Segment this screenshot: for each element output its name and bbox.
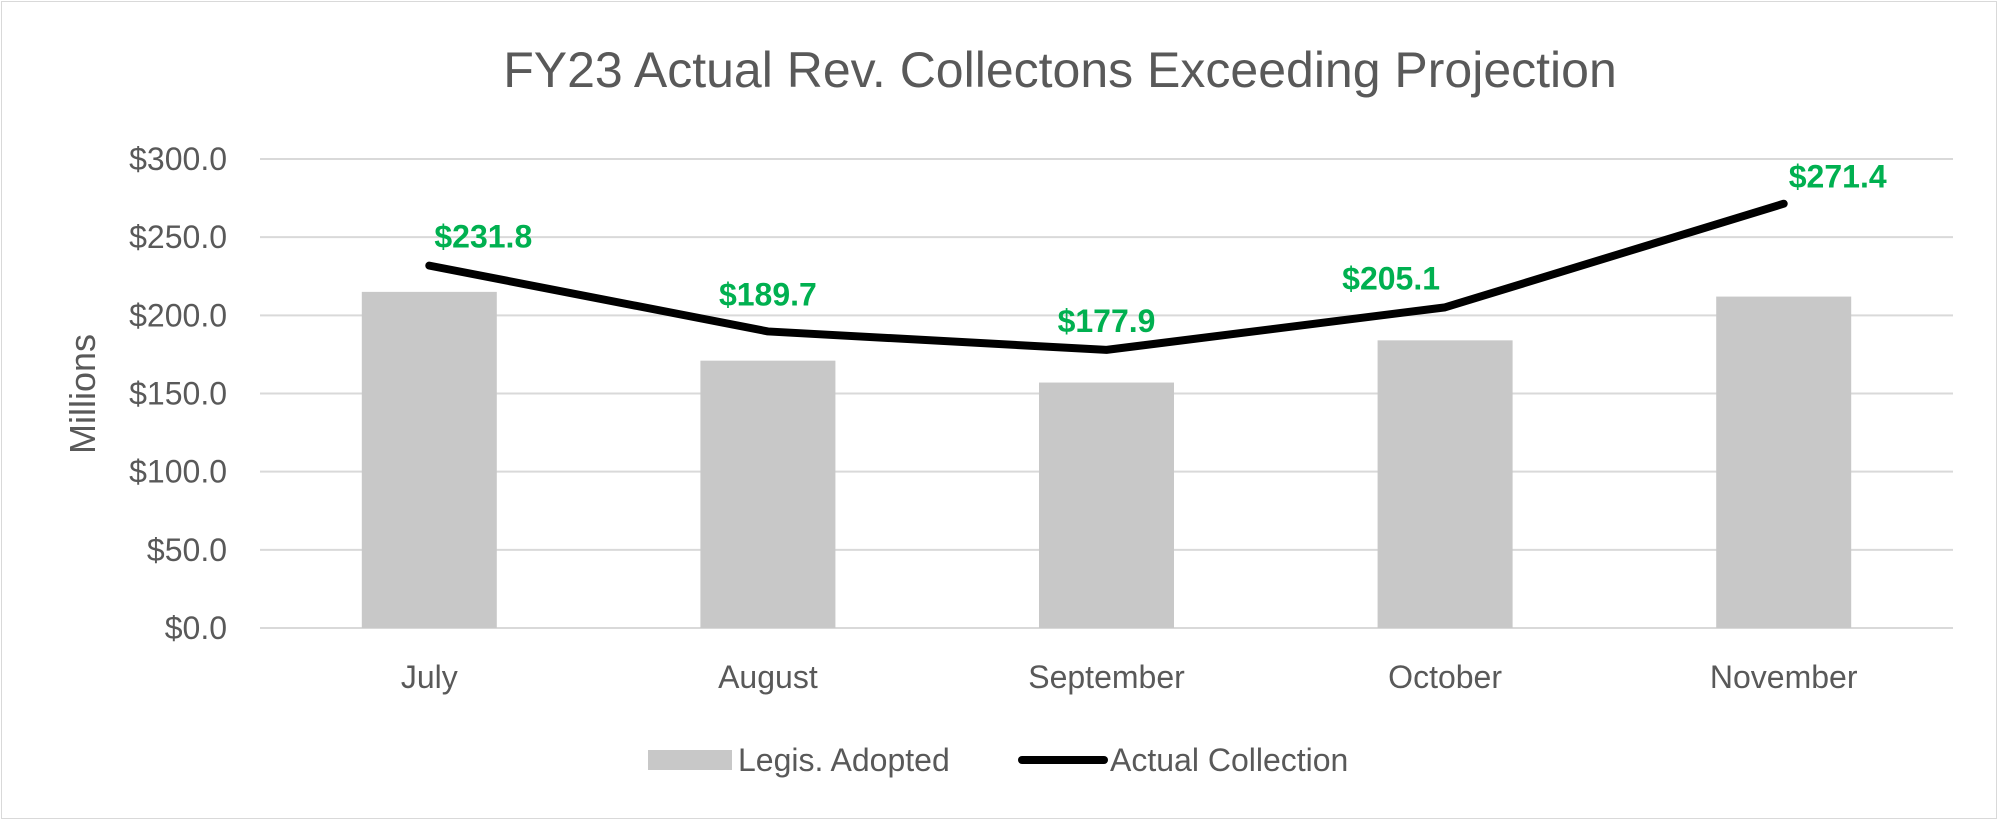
bar-series bbox=[361, 291, 1852, 628]
y-tick-label: $0.0 bbox=[165, 610, 227, 646]
x-tick-label: August bbox=[718, 659, 818, 695]
x-tick-label: September bbox=[1028, 659, 1185, 695]
chart-title: FY23 Actual Rev. Collectons Exceeding Pr… bbox=[503, 42, 1617, 98]
y-axis-label: Millions bbox=[62, 334, 103, 454]
legend-label: Actual Collection bbox=[1110, 742, 1348, 778]
bar bbox=[1716, 296, 1852, 628]
data-label: $231.8 bbox=[434, 219, 532, 255]
y-tick-label: $200.0 bbox=[129, 297, 227, 333]
bar bbox=[1377, 340, 1513, 628]
legend-swatch-bar bbox=[648, 750, 732, 770]
y-tick-label: $150.0 bbox=[129, 376, 227, 412]
line-series bbox=[425, 199, 1788, 354]
data-label: $205.1 bbox=[1342, 260, 1440, 296]
bar bbox=[361, 291, 497, 628]
data-label: $271.4 bbox=[1789, 159, 1887, 195]
y-tick-label: $300.0 bbox=[129, 141, 227, 177]
y-tick-label: $100.0 bbox=[129, 454, 227, 490]
data-label: $177.9 bbox=[1058, 303, 1156, 339]
x-tick-label: November bbox=[1710, 659, 1858, 695]
data-labels: $231.8 $189.7 $177.9 $205.1 $271.4 bbox=[434, 159, 1886, 339]
bar bbox=[700, 360, 836, 628]
y-tick-label: $250.0 bbox=[129, 219, 227, 255]
x-tick-label: October bbox=[1388, 659, 1502, 695]
x-axis-ticks: July August September October November bbox=[401, 659, 1858, 695]
legend: Legis. Adopted Actual Collection bbox=[648, 742, 1348, 778]
bar bbox=[1039, 382, 1174, 628]
legend-label: Legis. Adopted bbox=[738, 742, 950, 778]
y-tick-label: $50.0 bbox=[147, 532, 227, 568]
data-label: $189.7 bbox=[719, 276, 817, 312]
x-tick-label: July bbox=[401, 659, 458, 695]
y-axis-ticks: $0.0 $50.0 $100.0 $150.0 $200.0 $250.0 $300.0 bbox=[129, 141, 227, 646]
